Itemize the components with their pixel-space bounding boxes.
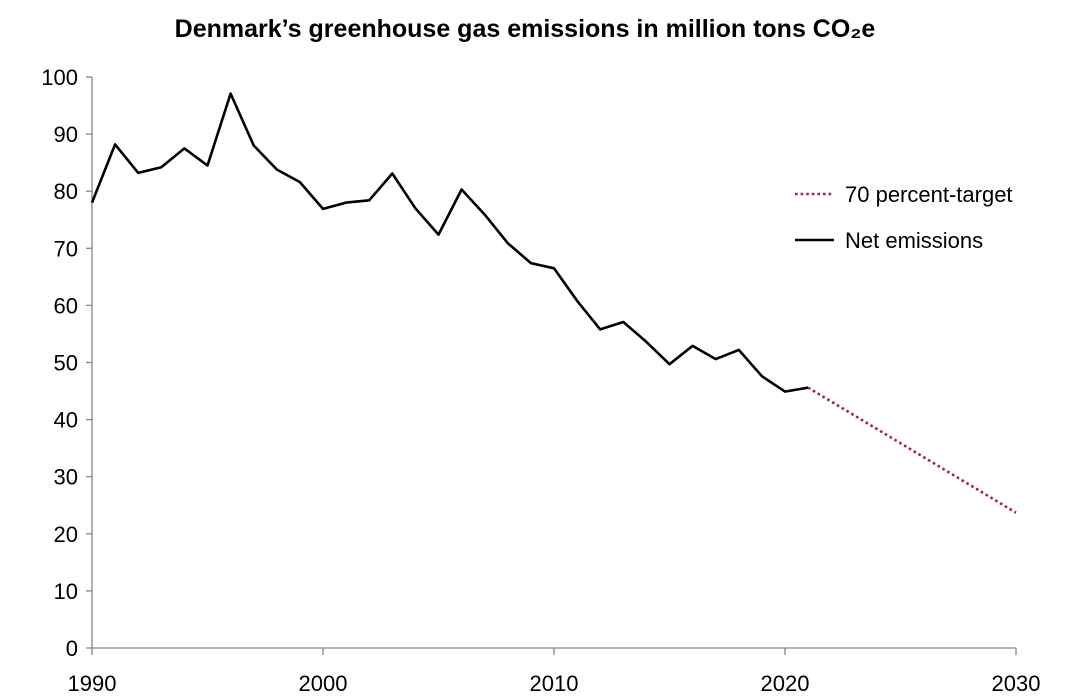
y-tick-label: 80	[54, 179, 78, 204]
series-line-1	[807, 386, 1017, 514]
x-tick-label: 2030	[992, 671, 1041, 696]
x-tick-label: 2020	[761, 671, 810, 696]
y-tick-label: 100	[41, 65, 78, 90]
y-tick-label: 10	[54, 579, 78, 604]
y-tick-label: 0	[66, 636, 78, 661]
y-tick-label: 20	[54, 522, 78, 547]
x-tick-label: 2000	[299, 671, 348, 696]
legend: 70 percent-target Net emissions	[795, 182, 1013, 253]
x-tick-label: 1990	[68, 671, 117, 696]
legend-label: 70 percent-target	[845, 182, 1013, 207]
y-tick-label: 70	[54, 236, 78, 261]
y-tick-label: 60	[54, 293, 78, 318]
series-line-0	[90, 92, 809, 393]
chart-title: Denmark’s greenhouse gas emissions in mi…	[175, 15, 876, 43]
y-tick-label: 40	[54, 408, 78, 433]
y-tick-label: 30	[54, 465, 78, 490]
x-tick-label: 2010	[530, 671, 579, 696]
y-tick-label: 90	[54, 122, 78, 147]
y-tick-label: 50	[54, 351, 78, 376]
legend-label: Net emissions	[845, 228, 983, 253]
